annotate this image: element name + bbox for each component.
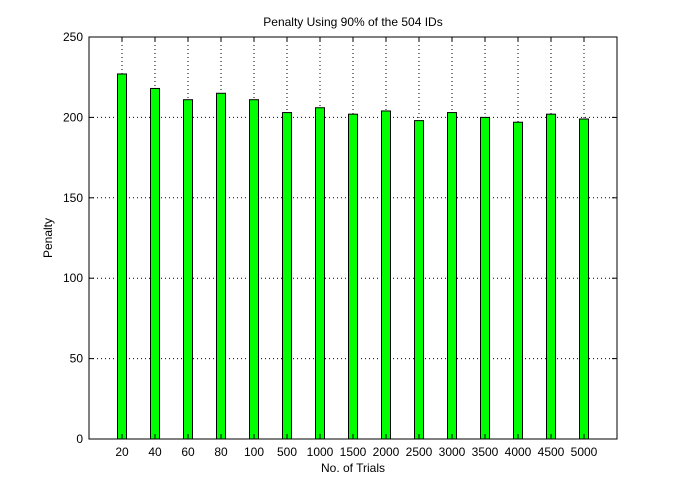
- bar-5000: [579, 118, 589, 440]
- x-tick-label: 2000: [373, 445, 400, 459]
- bar-80: [216, 92, 226, 440]
- x-tick-label: 80: [214, 445, 228, 459]
- bar-100: [249, 99, 259, 440]
- bar-2500: [414, 120, 424, 440]
- bar-3500: [480, 116, 490, 440]
- y-tick-label: 50: [70, 352, 84, 366]
- x-tick-label: 20: [115, 445, 129, 459]
- bar-1500: [348, 113, 358, 440]
- bar-500: [282, 112, 292, 440]
- y-tick-label: 200: [63, 110, 83, 124]
- x-tick-label: 60: [181, 445, 195, 459]
- x-tick-label: 500: [277, 445, 297, 459]
- x-tick-label: 40: [148, 445, 162, 459]
- bar-1000: [315, 107, 325, 440]
- x-tick-label: 1500: [340, 445, 367, 459]
- ticks-layer: 0 50 100 150 200 250 20 40 60 80 100 500 1000 1500 200…: [63, 30, 617, 459]
- bar-2000: [381, 110, 391, 440]
- x-tick-label: 5000: [571, 445, 598, 459]
- y-tick-label: 250: [63, 30, 83, 44]
- x-tick-label: 4000: [505, 445, 532, 459]
- x-axis-label: No. of Trials: [321, 461, 385, 475]
- bars-layer: [117, 73, 589, 440]
- x-tick-label: 2500: [406, 445, 433, 459]
- x-tick-label: 3500: [472, 445, 499, 459]
- y-axis-label: Penalty: [41, 218, 55, 258]
- y-tick-label: 150: [63, 191, 83, 205]
- y-tick-label: 100: [63, 271, 83, 285]
- bar-4000: [513, 121, 523, 440]
- x-tick-label: 4500: [538, 445, 565, 459]
- bar-40: [150, 87, 160, 440]
- bar-60: [183, 99, 193, 440]
- x-tick-label: 100: [244, 445, 264, 459]
- x-tick-label: 1000: [307, 445, 334, 459]
- x-tick-label: 3000: [439, 445, 466, 459]
- y-tick-label: 0: [76, 432, 83, 446]
- chart-title: Penalty Using 90% of the 504 IDs: [263, 15, 442, 29]
- bar-4500: [546, 113, 556, 440]
- bar-20: [117, 73, 127, 440]
- bar-3000: [447, 112, 457, 440]
